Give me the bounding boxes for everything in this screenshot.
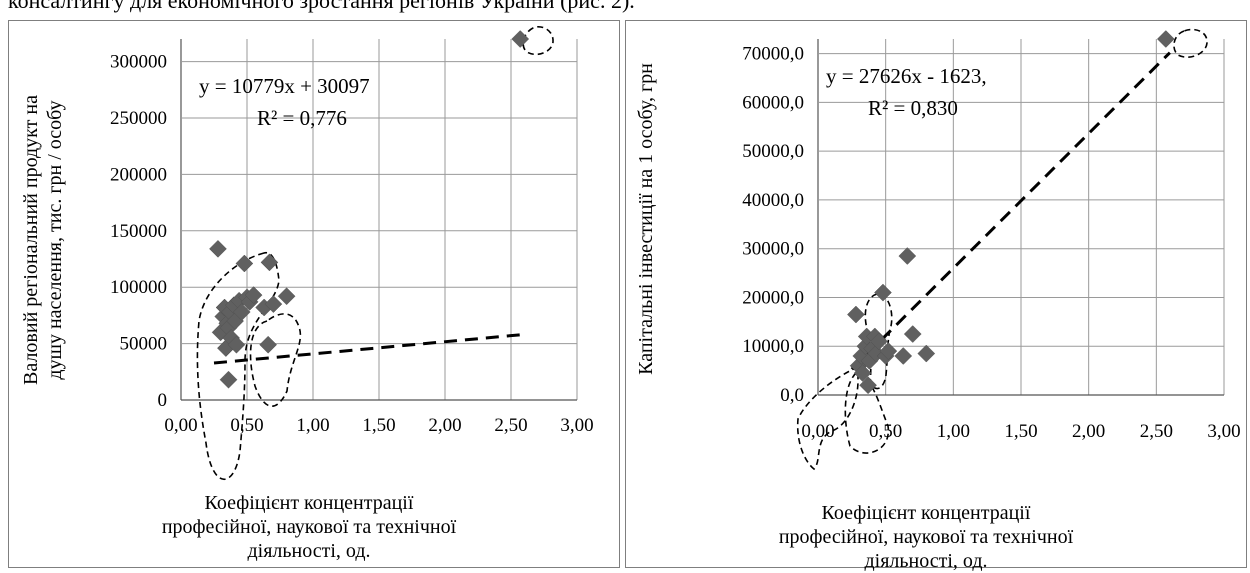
y-tick-label: 20000,0 (742, 287, 804, 308)
x-tick-label: 2,00 (1072, 421, 1105, 442)
y-tick-label: 100000 (110, 277, 167, 298)
y-axis-label: Капітальні інвестиції на 1 особу, грн (634, 39, 658, 399)
cluster-outline (796, 365, 859, 471)
data-point (227, 335, 246, 354)
cluster-outline (864, 293, 893, 390)
trend-equation: y = 10779x + 30097 (199, 74, 370, 98)
caption-fragment: консалтингу для економічного зростання р… (8, 0, 635, 13)
data-point (903, 325, 922, 343)
x-tick-label: 1,50 (362, 415, 395, 436)
y-tick-label: 200000 (110, 164, 167, 185)
cluster-outline (1173, 28, 1208, 58)
x-tick-label: 3,00 (560, 415, 593, 436)
x-tick-label: 0,00 (801, 421, 834, 442)
y-tick-label: 60000,0 (742, 92, 804, 113)
x-tick-label: 0,50 (869, 421, 902, 442)
cluster-outline (249, 313, 302, 407)
y-axis-label-line-1: Капітальні інвестиції на 1 особу, грн (635, 63, 657, 375)
investment-scatter-chart: 0,00 0,50 1,00 1,50 2,00 2,50 3,00 0,0 10000,0 20… (742, 28, 1241, 471)
x-axis-label-line-2: професійної, наукової та технічної (161, 516, 457, 538)
x-axis-label-line-3: діяльності, од. (247, 540, 371, 562)
data-point (209, 239, 227, 258)
r-squared: R² = 0,830 (868, 96, 958, 120)
x-tick-label: 0,50 (230, 415, 263, 436)
data-point (260, 253, 279, 272)
cluster-outline (522, 26, 554, 56)
x-axis-label-line-1: Коефіцієнт концентрації (204, 492, 414, 514)
cluster-outline (844, 372, 890, 454)
x-tick-label: 1,50 (1004, 421, 1037, 442)
r-squared: R² = 0,776 (257, 106, 347, 130)
data-point (898, 247, 917, 265)
data-point (277, 287, 296, 306)
y-axis-label-line-1: Валовий регіональний продукт на (20, 95, 42, 385)
data-point (853, 364, 872, 382)
x-axis-label: Коефіцієнт концентрації професійної, нау… (736, 501, 1116, 573)
grp-scatter-chart: 0,00 0,50 1,00 1,50 2,00 2,50 3,00 0 50000 100000… (110, 26, 594, 480)
y-tick-label: 0,0 (780, 385, 804, 406)
x-tick-label: 2,00 (428, 415, 461, 436)
y-tick-label: 300000 (110, 52, 167, 73)
trend-equation: y = 27626x - 1623, (826, 64, 987, 88)
y-tick-label: 40000,0 (742, 190, 804, 211)
data-point (894, 347, 913, 365)
data-point (1156, 30, 1175, 48)
x-tick-label: 0,00 (164, 415, 197, 436)
y-tick-label: 70000,0 (742, 44, 804, 65)
x-axis-label-line-2: професійної, наукової та технічної (778, 526, 1074, 548)
y-tick-label: 150000 (110, 221, 167, 242)
x-tick-label: 2,50 (1140, 421, 1173, 442)
data-point (235, 254, 254, 273)
y-tick-label: 30000,0 (742, 239, 804, 260)
x-axis-label-line-3: діяльності, од. (864, 550, 988, 572)
chart-panel-investment: 0,00 0,50 1,00 1,50 2,00 2,50 3,00 0,0 10000,0 20… (625, 20, 1247, 572)
x-tick-label: 1,00 (296, 415, 329, 436)
y-tick-label: 50000,0 (742, 141, 804, 162)
y-tick-label: 0 (158, 390, 168, 411)
x-axis-label-line-1: Коефіцієнт концентрації (821, 502, 1031, 524)
trendline (850, 51, 1171, 371)
y-tick-label: 50000 (120, 334, 168, 355)
x-axis-label: Коефіцієнт концентрації професійної, нау… (119, 491, 499, 563)
data-point (879, 342, 898, 360)
data-point (511, 30, 530, 48)
data-point (244, 286, 263, 304)
cluster-outline (196, 251, 280, 480)
data-point (232, 303, 251, 321)
data-point (859, 376, 877, 395)
data-point (870, 332, 888, 351)
data-point (259, 335, 277, 354)
y-tick-label: 250000 (110, 108, 167, 129)
x-tick-label: 1,00 (937, 421, 970, 442)
y-axis-label: Валовий регіональний продукт на душу нас… (19, 60, 67, 420)
data-point (219, 370, 238, 389)
data-point (264, 295, 283, 313)
data-point (847, 305, 865, 324)
x-tick-label: 3,00 (1207, 421, 1240, 442)
y-tick-label: 10000,0 (742, 336, 804, 357)
data-point (874, 283, 892, 302)
data-point (917, 344, 936, 363)
x-tick-label: 2,50 (494, 415, 527, 436)
trendline (213, 332, 525, 365)
chart-panel-grp: 0,00 0,50 1,00 1,50 2,00 2,50 3,00 0 50000 100000… (8, 20, 620, 568)
y-axis-label-line-2: душу населення, тис. грн / особу (44, 100, 66, 380)
